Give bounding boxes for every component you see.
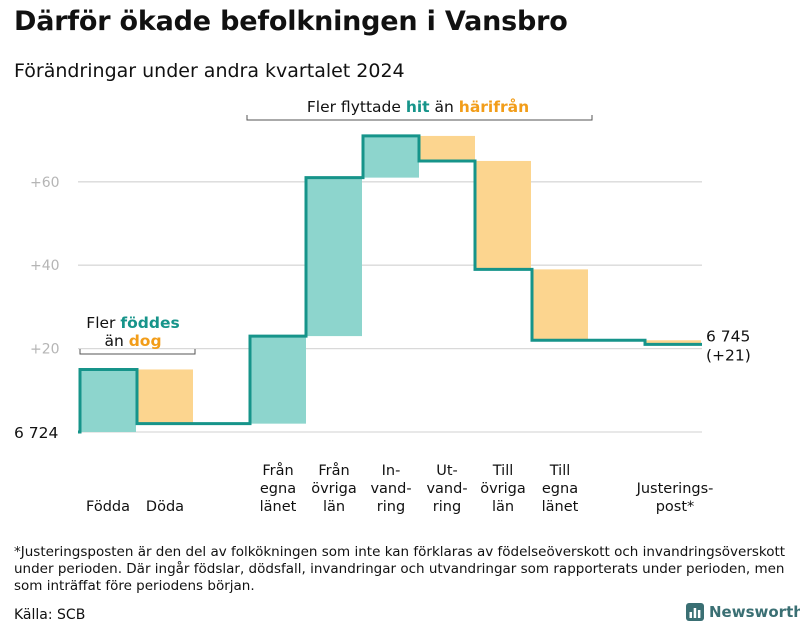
end-change-label: (+21) [706,346,751,364]
bar-3 [250,336,306,424]
bar-4 [306,177,362,337]
step-line [78,134,702,434]
source-note: Källa: SCB [14,607,86,623]
category-label: Födda [86,499,130,515]
bar-2 [137,369,193,424]
bars [80,135,701,432]
bar-7 [475,160,531,270]
bracket-births [79,349,196,355]
category-label: Till egna länet [542,463,579,515]
category-label: Från övriga län [311,462,357,515]
category-label: Justerings-post* [636,481,714,515]
y-tick-label: +40 [30,258,60,274]
end-value-label: 6 745 [706,327,750,345]
labels: 6 724 6 745(+21) Födda Döda Från egna länet Frå… [14,327,751,515]
brand-name: Newsworthy [709,603,800,621]
category-label: Ut-vand-ring [426,463,467,515]
category-label: Till övriga län [480,463,526,515]
y-tick-label: +20 [30,342,60,358]
running-total-line [78,134,702,434]
annotation-births: Fler föddes [86,314,179,332]
start-value-label: 6 724 [14,424,58,442]
bar-6 [419,135,475,161]
bar-5 [363,135,419,178]
category-label: In-vand-ring [370,463,411,515]
y-tick-label: +60 [30,175,60,191]
bracket-migration [246,115,593,121]
chart-subtitle: Förändringar under andra kvartalet 2024 [14,60,405,82]
bar-8 [532,269,588,341]
bar-1 [80,369,136,432]
gridlines: +20 +40 +60 [30,175,702,433]
category-label: Från egna länet [260,462,297,515]
brand-logo: Newsworthy [686,603,800,621]
footnote: *Justeringsposten är den del av folkökni… [14,544,786,594]
bar-chart-icon [686,603,704,621]
annotation-deaths: än dog [104,332,161,350]
waterfall-chart: +20 +40 +60 6 724 6 745(+21) Födda Döda Från eg… [14,97,751,515]
chart-title: Därför ökade befolkningen i Vansbro [14,6,568,37]
category-label: Döda [146,499,184,515]
annotation-migration: Fler flyttade hit än härifrån [307,97,529,116]
bar-9 [645,340,701,345]
